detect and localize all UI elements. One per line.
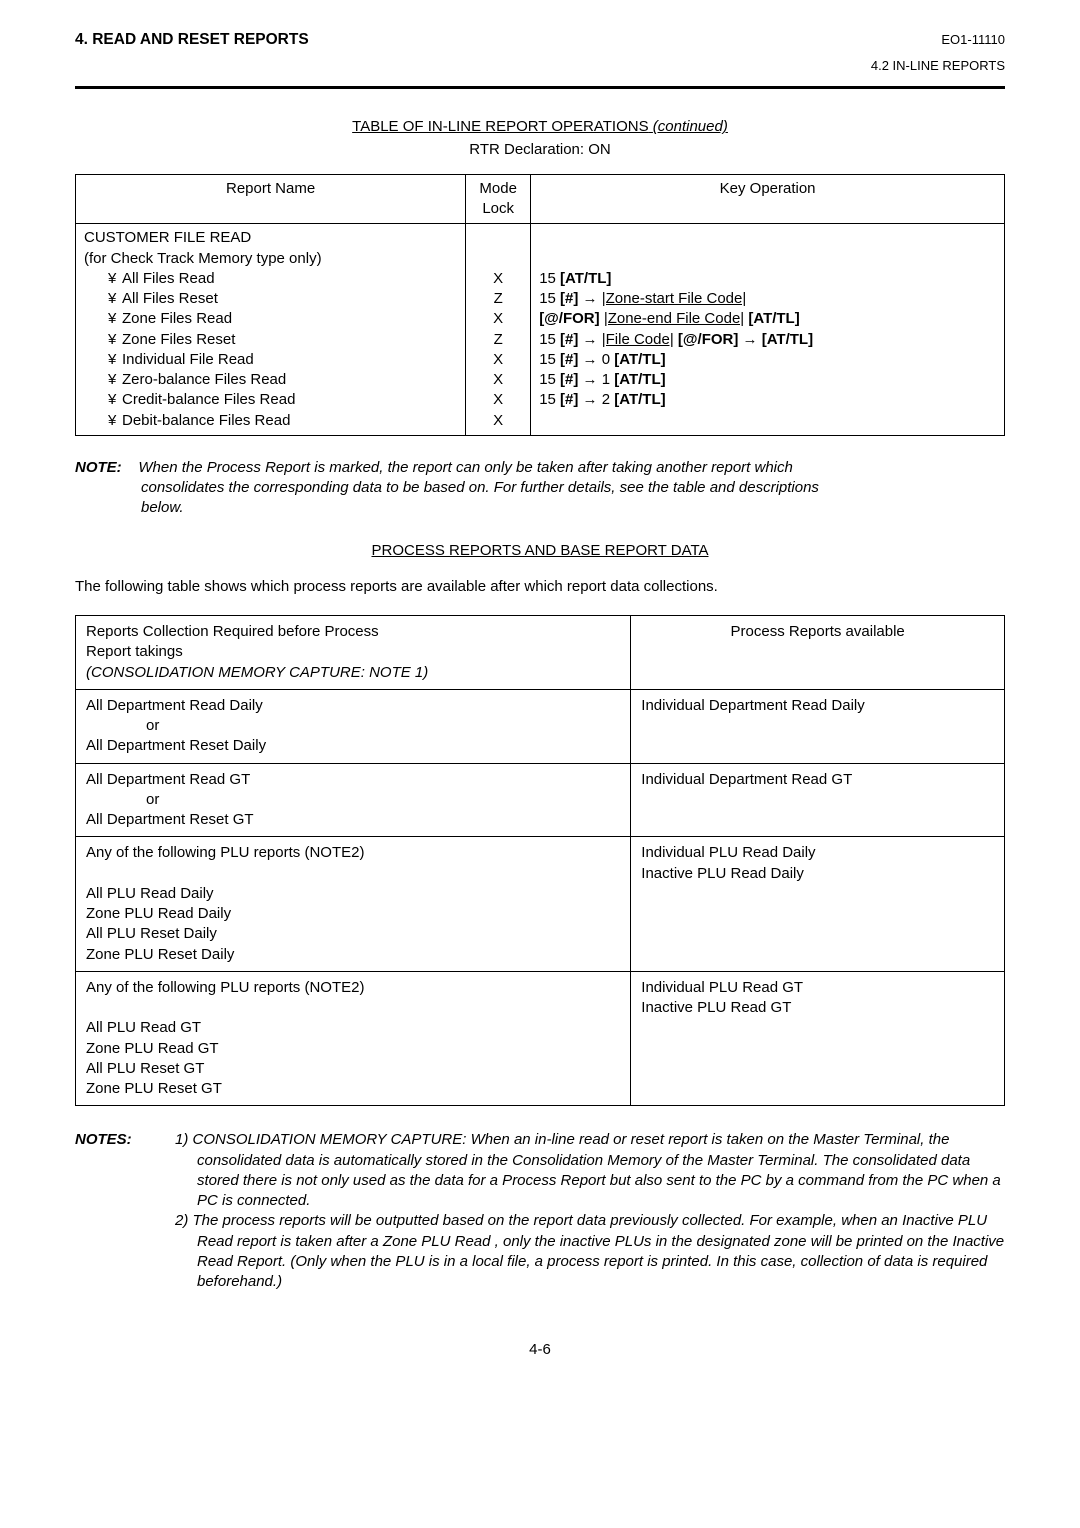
col-header-key-operation: Key Operation: [531, 174, 1005, 224]
report-operations-table: Report Name ModeLock Key Operation CUSTO…: [75, 174, 1005, 436]
key-op-line: 15 [#] → 0 [AT/TL]: [539, 350, 996, 370]
notes-item: 2) The process reports will be outputted…: [175, 1211, 1005, 1292]
page-number: 4-6: [75, 1340, 1005, 1360]
key-op-line: 15 [#] → |File Code| [@/FOR] → [AT/TL]: [539, 330, 996, 350]
table-title-continued: (continued): [653, 118, 728, 135]
customer-file-read-title: CUSTOMER FILE READ: [84, 228, 457, 248]
key-op-line: 15 [#] → 1 [AT/TL]: [539, 370, 996, 390]
notes-item: 1) CONSOLIDATION MEMORY CAPTURE: When an…: [175, 1130, 1005, 1211]
key-op-line: 15 [#] → |Zone-start File Code|: [539, 289, 996, 309]
list-item: ¥All Files Read: [108, 269, 457, 289]
note-label: NOTE:: [75, 459, 122, 476]
process-header-right: Process Reports available: [631, 616, 1005, 690]
divider-rule: [75, 86, 1005, 89]
list-item: ¥Individual File Read: [108, 350, 457, 370]
note-text: When the Process Report is marked, the r…: [75, 459, 819, 517]
table-title: TABLE OF IN-LINE REPORT OPERATIONS (cont…: [75, 117, 1005, 137]
table-row: Any of the following PLU reports (NOTE2)…: [76, 837, 1005, 972]
customer-file-read-subtitle: (for Check Track Memory type only): [84, 249, 457, 269]
process-intro: The following table shows which process …: [75, 577, 1005, 597]
doc-code: EO1-11110: [941, 31, 1005, 49]
list-item: ¥Debit-balance Files Read: [108, 411, 457, 431]
list-item: ¥Zero-balance Files Read: [108, 370, 457, 390]
process-header-left: Reports Collection Required before Proce…: [76, 616, 631, 690]
process-title: PROCESS REPORTS AND BASE REPORT DATA: [75, 541, 1005, 561]
table-row: Any of the following PLU reports (NOTE2)…: [76, 971, 1005, 1106]
rtr-declaration: RTR Declaration: ON: [75, 140, 1005, 160]
list-item: ¥All Files Reset: [108, 289, 457, 309]
table-row: All Department Read GT or All Department…: [76, 763, 1005, 837]
list-item: ¥Zone Files Reset: [108, 330, 457, 350]
note-block: NOTE: When the Process Report is marked,…: [75, 458, 1005, 519]
notes-block: NOTES: 1) CONSOLIDATION MEMORY CAPTURE: …: [75, 1130, 1005, 1292]
subsection-label: 4.2 IN-LINE REPORTS: [75, 57, 1005, 75]
table-title-text: TABLE OF IN-LINE REPORT OPERATIONS: [352, 118, 648, 135]
notes-label: NOTES:: [75, 1130, 175, 1292]
notes-items: 1) CONSOLIDATION MEMORY CAPTURE: When an…: [175, 1130, 1005, 1292]
mode-lock-cell: X Z X Z X X X X: [466, 224, 531, 436]
list-item: ¥Zone Files Read: [108, 309, 457, 329]
process-reports-table: Reports Collection Required before Proce…: [75, 615, 1005, 1106]
key-op-line: 15 [AT/TL]: [539, 269, 996, 289]
list-item: ¥Credit-balance Files Read: [108, 390, 457, 410]
key-operation-cell: 15 [AT/TL] 15 [#] → |Zone-start File Cod…: [531, 224, 1005, 436]
col-header-report-name: Report Name: [76, 174, 466, 224]
report-name-cell: CUSTOMER FILE READ (for Check Track Memo…: [76, 224, 466, 436]
key-op-line: [@/FOR] |Zone-end File Code| [AT/TL]: [539, 309, 996, 329]
col-header-mode-lock: ModeLock: [466, 174, 531, 224]
section-header: 4. READ AND RESET REPORTS: [75, 30, 309, 51]
key-op-line: 15 [#] → 2 [AT/TL]: [539, 390, 996, 410]
table-row: All Department Read Daily or All Departm…: [76, 689, 1005, 763]
